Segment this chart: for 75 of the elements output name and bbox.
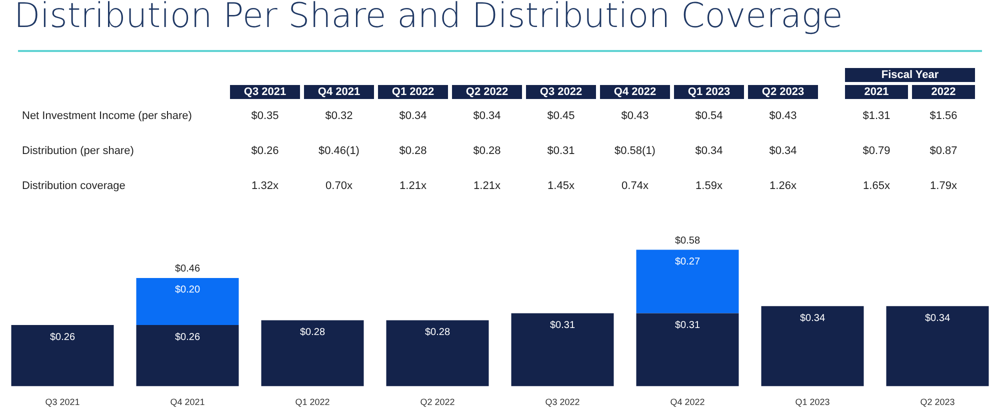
x-tick-label: Q3 2022 bbox=[545, 397, 580, 408]
text: $0.34 bbox=[399, 110, 427, 122]
total-label: $0.58 bbox=[674, 235, 700, 246]
bar bbox=[511, 313, 614, 386]
text: 1.26x bbox=[770, 180, 796, 192]
data-label: $0.27 bbox=[674, 256, 700, 268]
text: 1.59x bbox=[696, 180, 722, 192]
data-label: $0.34 bbox=[800, 312, 826, 324]
text: $0.32 bbox=[325, 110, 353, 122]
text: $0.79 bbox=[862, 145, 890, 157]
data-label: $0.31 bbox=[550, 320, 576, 331]
bar bbox=[636, 250, 739, 314]
text: $0.34 bbox=[473, 110, 501, 122]
data-label: $0.34 bbox=[924, 312, 950, 324]
text: $0.31 bbox=[547, 145, 575, 157]
data-label: $0.31 bbox=[674, 320, 700, 331]
x-tick-label: Q4 2022 bbox=[670, 397, 705, 408]
text: $0.28 bbox=[399, 145, 427, 157]
x-tick-label: Q1 2022 bbox=[378, 85, 448, 99]
x-tick-label: Q4 2021 bbox=[304, 85, 374, 99]
y-tick-label: Net Investment Income (per share) bbox=[22, 109, 193, 123]
x-tick-label: Q2 2023 bbox=[920, 397, 955, 408]
text: Fiscal Year bbox=[845, 68, 975, 82]
bar bbox=[886, 306, 989, 386]
x-tick-label: Q2 2023 bbox=[748, 85, 818, 99]
text: $1.31 bbox=[862, 110, 890, 122]
x-tick-label: Q4 2021 bbox=[170, 397, 205, 408]
text: $0.26 bbox=[251, 145, 279, 157]
text: 1.45x bbox=[548, 180, 574, 192]
text: 1.21x bbox=[400, 180, 426, 192]
bar bbox=[761, 306, 864, 386]
data-label: $0.26 bbox=[50, 332, 76, 343]
data-label: $0.28 bbox=[424, 327, 450, 338]
bar bbox=[261, 320, 364, 386]
data-label: $0.28 bbox=[300, 327, 326, 338]
text: $0.43 bbox=[621, 110, 649, 122]
text: $0.35 bbox=[251, 110, 279, 122]
x-tick-label: Q2 2022 bbox=[420, 397, 455, 408]
text: 1.21x bbox=[474, 180, 500, 192]
x-tick-label: Q2 2022 bbox=[452, 85, 522, 99]
bar bbox=[11, 325, 114, 386]
x-tick-label: Q1 2023 bbox=[674, 85, 744, 99]
text: $0.28 bbox=[473, 145, 501, 157]
text: $0.34 bbox=[769, 145, 797, 157]
text: $0.58(1) bbox=[614, 145, 656, 157]
bar bbox=[386, 320, 489, 386]
x-tick-label: 2021 bbox=[845, 85, 908, 99]
text: $0.54 bbox=[695, 110, 723, 122]
x-tick-label: Q1 2022 bbox=[295, 397, 330, 408]
text: 0.74x bbox=[622, 180, 648, 192]
text: $0.45 bbox=[547, 110, 575, 122]
data-label: $0.26 bbox=[174, 332, 200, 343]
text: 1.32x bbox=[252, 180, 278, 192]
x-tick-label: Q4 2022 bbox=[600, 85, 670, 99]
text: $0.34 bbox=[695, 145, 723, 157]
data-label: $0.20 bbox=[174, 284, 200, 296]
x-tick-label: 2022 bbox=[912, 85, 975, 99]
x-tick-label: Q3 2021 bbox=[230, 85, 300, 99]
y-tick-label: Distribution (per share) bbox=[22, 144, 135, 158]
text: 1.79x bbox=[930, 180, 957, 192]
bar bbox=[136, 325, 239, 386]
text: 1.65x bbox=[863, 180, 890, 192]
chart-title: Distribution Per Share and Distribution Coverage bbox=[14, 0, 843, 36]
bar bbox=[636, 313, 739, 386]
text: 0.70x bbox=[326, 180, 352, 192]
x-tick-label: Q3 2022 bbox=[526, 85, 596, 99]
bar bbox=[136, 278, 239, 326]
text: $0.87 bbox=[930, 145, 958, 157]
total-label: $0.46 bbox=[174, 264, 200, 275]
x-tick-label: Q1 2023 bbox=[795, 397, 830, 408]
text: $0.43 bbox=[769, 110, 797, 122]
x-tick-label: Q3 2021 bbox=[45, 397, 80, 408]
text: $0.46(1) bbox=[318, 145, 360, 157]
y-tick-label: Distribution coverage bbox=[22, 179, 126, 193]
text: $1.56 bbox=[930, 110, 958, 122]
